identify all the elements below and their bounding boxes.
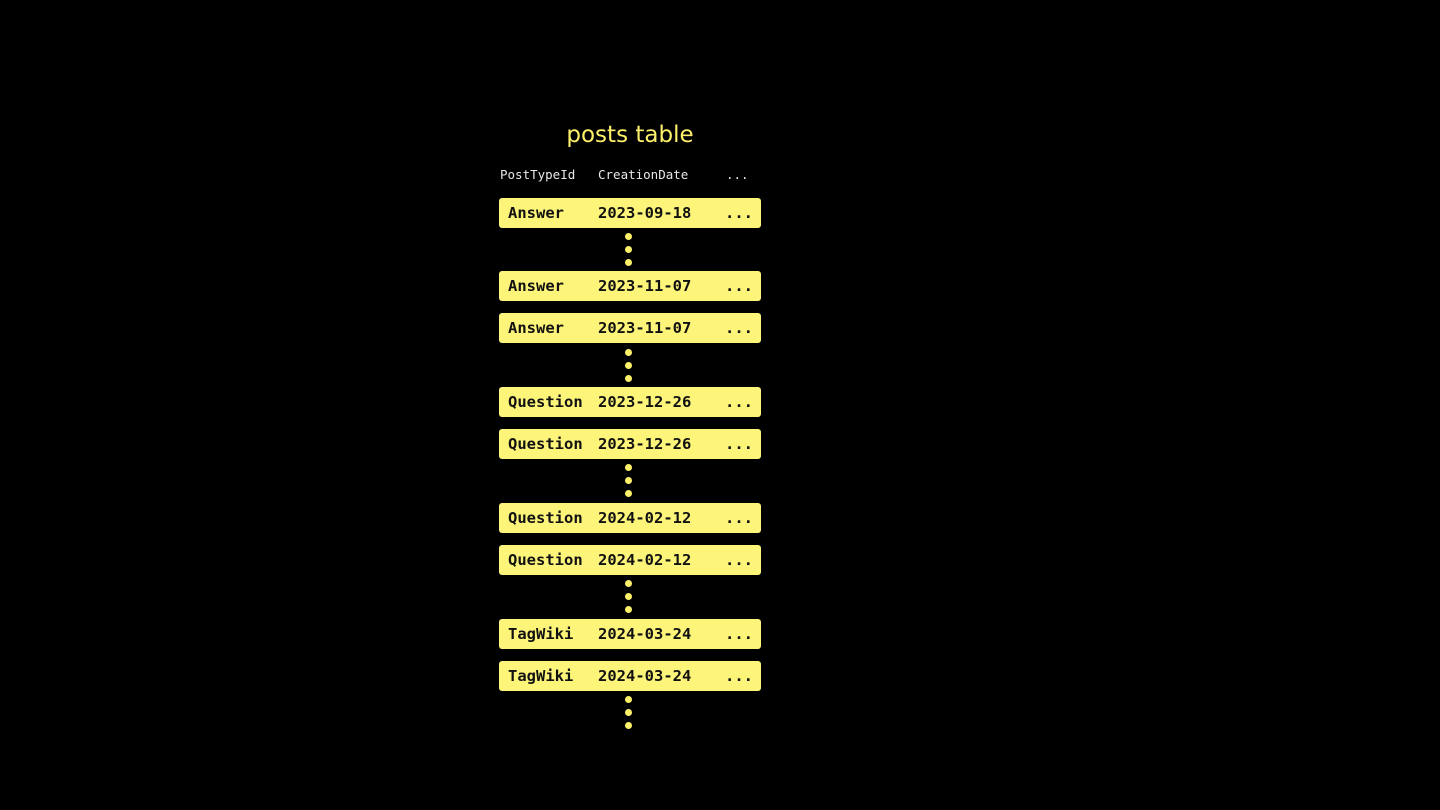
ellipsis-dot xyxy=(625,696,632,703)
creation-date-cell: 2023-12-26 xyxy=(598,435,692,453)
more-cell: ... xyxy=(725,204,753,222)
creation-date-cell: 2023-09-18 xyxy=(598,204,692,222)
post-type-cell: Question xyxy=(508,509,583,527)
table-row: Question 2023-12-26... xyxy=(499,429,761,459)
ellipsis-dot xyxy=(625,246,632,253)
ellipsis-dot xyxy=(625,606,632,613)
more-cell: ... xyxy=(725,393,753,411)
post-type-cell: Answer xyxy=(508,319,564,337)
ellipsis-dot xyxy=(625,233,632,240)
table-row: Question 2023-12-26... xyxy=(499,387,761,417)
more-cell: ... xyxy=(725,509,753,527)
creation-date-cell: 2023-11-07 xyxy=(598,319,692,337)
diagram-title: posts table xyxy=(566,122,694,148)
post-type-cell: Question xyxy=(508,551,583,569)
more-cell: ... xyxy=(725,277,753,295)
post-type-cell: TagWiki xyxy=(508,667,574,685)
creation-date-cell: 2024-03-24 xyxy=(598,625,692,643)
ellipsis-dot xyxy=(625,490,632,497)
table-row: Answer 2023-09-18... xyxy=(499,198,761,228)
more-cell: ... xyxy=(725,435,753,453)
more-cell: ... xyxy=(725,625,753,643)
ellipsis-dot xyxy=(625,722,632,729)
table-row: Question 2024-02-12... xyxy=(499,545,761,575)
creation-date-cell: 2023-12-26 xyxy=(598,393,692,411)
more-cell: ... xyxy=(725,319,753,337)
table-row: Question 2024-02-12... xyxy=(499,503,761,533)
ellipsis-dot xyxy=(625,362,632,369)
post-type-cell: TagWiki xyxy=(508,625,574,643)
table-row: TagWiki 2024-03-24... xyxy=(499,661,761,691)
ellipsis-dot xyxy=(625,259,632,266)
table-row: TagWiki 2024-03-24... xyxy=(499,619,761,649)
ellipsis-dot xyxy=(625,375,632,382)
creation-date-cell: 2023-11-07 xyxy=(598,277,692,295)
ellipsis-dot xyxy=(625,593,632,600)
column-header-more: ... xyxy=(726,167,749,182)
more-cell: ... xyxy=(725,551,753,569)
column-header-posttypeid: PostTypeId xyxy=(500,167,576,182)
creation-date-cell: 2024-03-24 xyxy=(598,667,692,685)
post-type-cell: Answer xyxy=(508,277,564,295)
column-header-creationdate: CreationDate xyxy=(598,167,689,182)
more-cell: ... xyxy=(725,667,753,685)
ellipsis-dot xyxy=(625,464,632,471)
ellipsis-dot xyxy=(625,580,632,587)
ellipsis-dot xyxy=(625,477,632,484)
table-row: Answer 2023-11-07... xyxy=(499,313,761,343)
post-type-cell: Question xyxy=(508,393,583,411)
creation-date-cell: 2024-02-12 xyxy=(598,551,692,569)
ellipsis-dot xyxy=(625,349,632,356)
table-row: Answer 2023-11-07... xyxy=(499,271,761,301)
creation-date-cell: 2024-02-12 xyxy=(598,509,692,527)
post-type-cell: Question xyxy=(508,435,583,453)
ellipsis-dot xyxy=(625,709,632,716)
post-type-cell: Answer xyxy=(508,204,564,222)
